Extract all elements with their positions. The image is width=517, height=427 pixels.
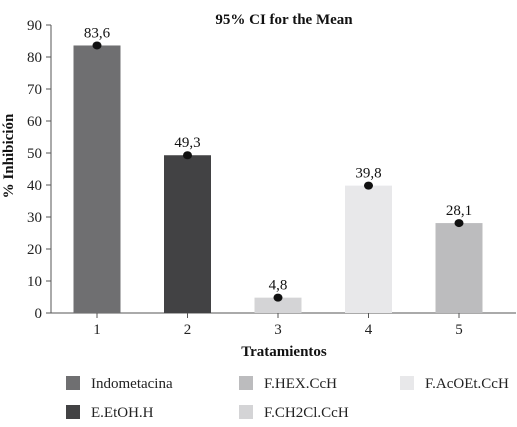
mean-point xyxy=(273,293,283,302)
legend-label: Indometacina xyxy=(91,376,173,392)
legend: Indometacina E.EtOH.H F.HEX.CcH F.CH2Cl.CcH… xyxy=(66,376,509,421)
legend-swatch xyxy=(66,405,80,419)
mean-point xyxy=(92,41,102,50)
data-label: 4,8 xyxy=(269,278,288,294)
x-axis: 1 2 3 4 5 xyxy=(51,312,516,338)
legend-swatch xyxy=(239,405,253,419)
data-label: 49,3 xyxy=(174,135,200,151)
x-axis-title: Tratamientos xyxy=(241,344,327,360)
data-label: 39,8 xyxy=(355,166,381,182)
x-tick-label: 1 xyxy=(93,322,101,338)
data-labels: 83,6 49,3 4,8 39,8 28,1 xyxy=(84,25,472,293)
legend-swatch xyxy=(400,376,414,390)
y-tick-label: 10 xyxy=(27,274,42,290)
bars xyxy=(73,45,483,313)
x-tick-label: 5 xyxy=(455,322,463,338)
y-tick-label: 40 xyxy=(27,178,42,194)
legend-label: E.EtOH.H xyxy=(91,405,154,421)
data-label: 28,1 xyxy=(446,203,472,219)
x-tick-label: 2 xyxy=(184,322,192,338)
y-tick-label: 30 xyxy=(27,210,42,226)
bar xyxy=(164,155,211,313)
y-tick-label: 80 xyxy=(27,50,42,66)
y-tick-label: 60 xyxy=(27,114,42,130)
bar xyxy=(254,297,302,313)
legend-swatch xyxy=(239,376,253,390)
mean-point xyxy=(454,219,464,228)
legend-label: F.CH2Cl.CcH xyxy=(264,405,349,421)
y-tick-label: 90 xyxy=(27,18,42,34)
legend-label: F.HEX.CcH xyxy=(264,376,337,392)
y-tick-label: 20 xyxy=(27,242,42,258)
y-axis-title: % Inhibición xyxy=(1,113,17,198)
bar xyxy=(73,45,121,313)
y-axis: 0 10 20 30 40 50 60 70 80 90 xyxy=(27,18,52,322)
data-label: 83,6 xyxy=(84,25,111,41)
legend-swatch xyxy=(66,376,80,390)
x-tick-label: 4 xyxy=(365,322,373,338)
mean-point xyxy=(364,181,373,190)
y-tick-label: 70 xyxy=(27,82,42,98)
x-tick-label: 3 xyxy=(274,322,282,338)
legend-label: F.AcOEt.CcH xyxy=(425,376,509,392)
y-tick-label: 0 xyxy=(35,306,43,322)
chart-title: 95% CI for the Mean xyxy=(215,12,353,28)
bar xyxy=(345,185,392,313)
y-tick-label: 50 xyxy=(27,146,42,162)
mean-markers xyxy=(92,41,464,302)
bar xyxy=(435,223,483,313)
mean-point xyxy=(183,151,192,160)
